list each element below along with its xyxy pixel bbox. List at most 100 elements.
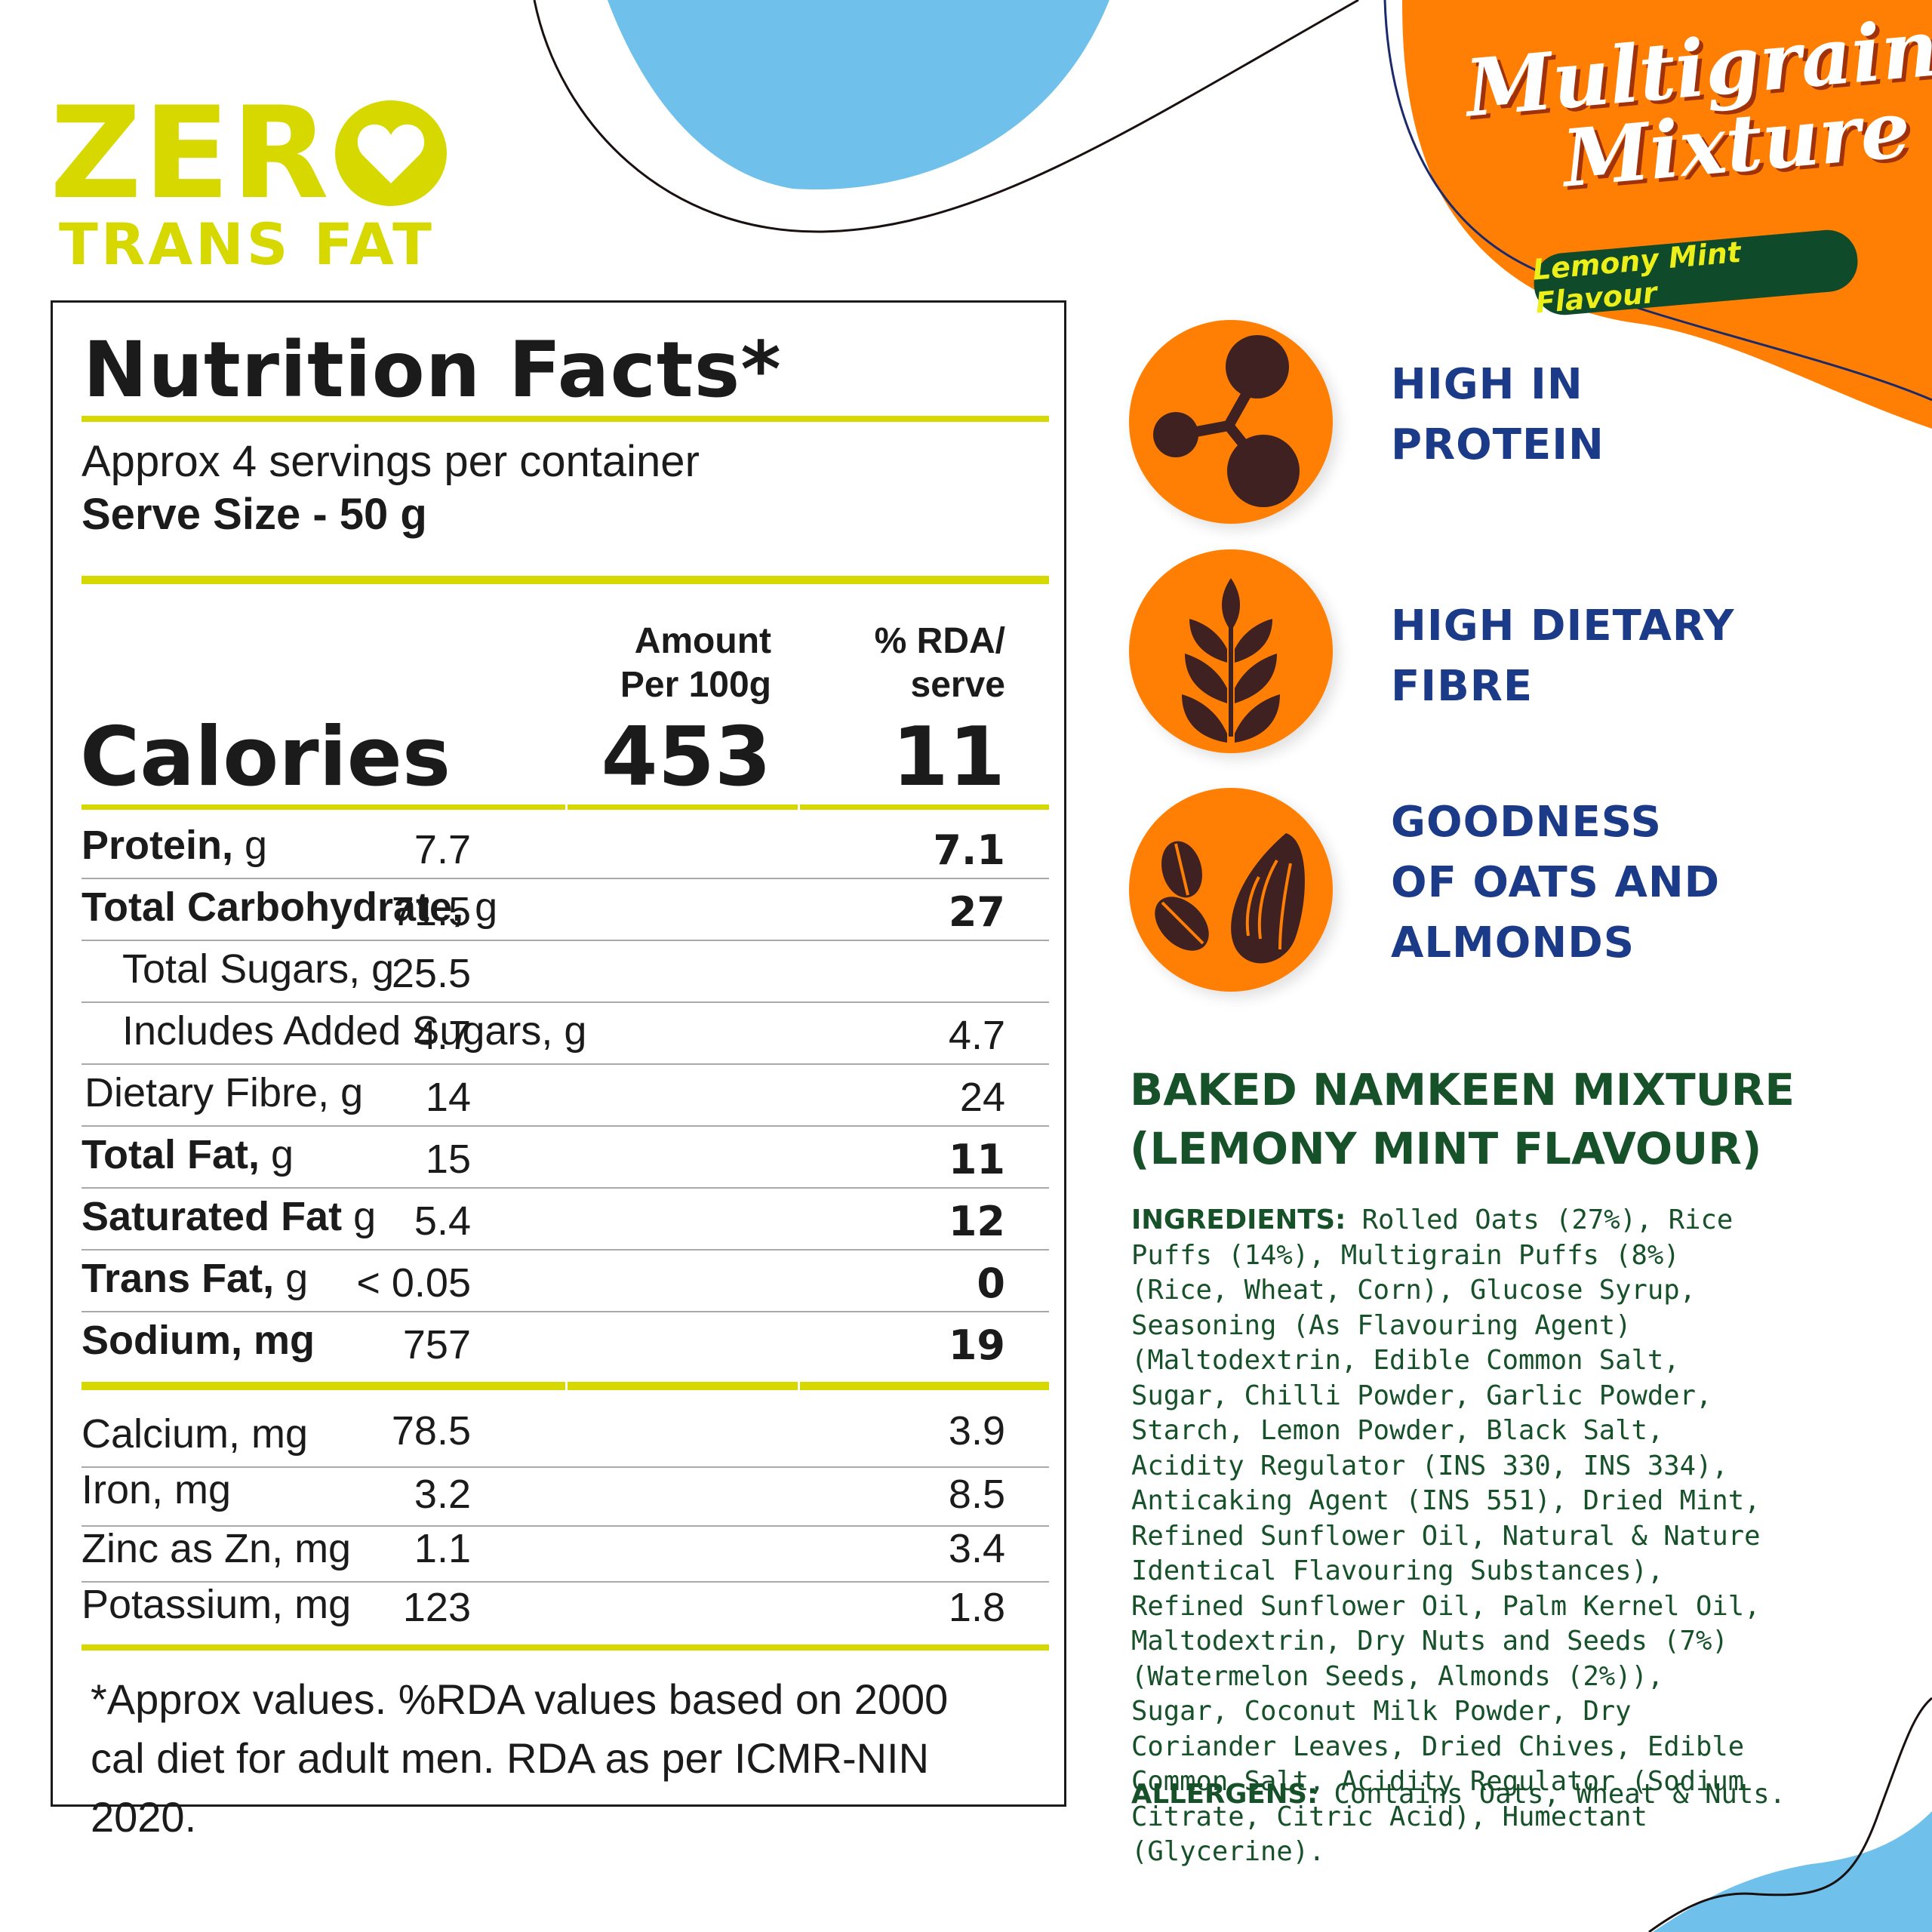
- nutrient-rda: 27: [948, 888, 1005, 936]
- row-divider: [82, 1249, 1049, 1251]
- claim-high-protein: HIGH IN PROTEIN: [1391, 355, 1604, 475]
- column-header-amount: Amount Per 100g: [620, 620, 771, 707]
- heart-icon: [334, 100, 447, 206]
- nutrient-label: Trans Fat, g: [82, 1255, 308, 1302]
- claim-line2: FIBRE: [1391, 662, 1534, 711]
- nutrient-rda: 24: [959, 1075, 1005, 1120]
- divider-calories-1: [82, 804, 565, 810]
- divider-minerals-2: [568, 1382, 798, 1390]
- nutrient-amount: 7.7: [414, 827, 471, 872]
- nutrient-amount: 5.4: [414, 1198, 471, 1244]
- footnote-line1: *Approx values. %RDA values based on 200…: [91, 1675, 949, 1723]
- nutrient-rda: 12: [948, 1198, 1005, 1245]
- mineral-row-iron: Iron, mg 3.2 8.5: [53, 1466, 1064, 1528]
- mineral-row-calcium: Calcium, mg 78.5 3.9: [53, 1404, 1064, 1466]
- mineral-label: Calcium, mg: [82, 1411, 309, 1457]
- ingredients-list: INGREDIENTS: Rolled Oats (27%), Rice Puf…: [1131, 1203, 1773, 1870]
- product-name-line1: BAKED NAMKEEN MIXTURE: [1130, 1064, 1795, 1115]
- mineral-rda: 1.8: [948, 1585, 1005, 1630]
- nutrient-label-bold: Trans Fat,: [82, 1256, 275, 1301]
- claim-line1: HIGH IN: [1391, 360, 1583, 409]
- orange-corner: [1402, 0, 1932, 429]
- nutrient-amount: < 0.05: [356, 1260, 471, 1306]
- nutrient-label: Dietary Fibre, g: [85, 1070, 364, 1115]
- ingredients-label: INGREDIENTS:: [1131, 1204, 1346, 1235]
- divider-calories-2: [568, 804, 798, 810]
- claim-line2: PROTEIN: [1391, 420, 1604, 469]
- nutrient-row-added-sugars: Includes Added Sugars, g 4.7 4.7: [53, 1001, 1064, 1063]
- row-divider: [82, 878, 1049, 879]
- product-name-line2: (LEMONY MINT FLAVOUR): [1130, 1123, 1762, 1174]
- claim-line2: OF OATS AND: [1391, 858, 1721, 907]
- nutrient-rda: 4.7: [948, 1013, 1005, 1058]
- nutrient-row-trans-fat: Trans Fat, g < 0.05 0: [53, 1249, 1064, 1311]
- brand-title: Multigrain Mixture: [1462, 1, 1932, 206]
- nutrient-rda: 19: [948, 1321, 1005, 1369]
- row-divider: [82, 1187, 1049, 1189]
- nutrient-label: Saturated Fat g: [82, 1193, 376, 1240]
- mineral-amount: 3.2: [414, 1472, 471, 1517]
- row-divider: [82, 1001, 1049, 1003]
- wheat-icon: [1129, 549, 1333, 753]
- mineral-label: Potassium, mg: [82, 1582, 352, 1627]
- mineral-row-potassium: Potassium, mg 123 1.8: [53, 1581, 1064, 1643]
- nutrient-label-bold: Total Carbohydrate,: [82, 884, 464, 930]
- mineral-rda: 3.9: [948, 1408, 1005, 1454]
- column-header-amount-line2: Per 100g: [620, 665, 771, 705]
- claim-line1: GOODNESS: [1391, 798, 1662, 847]
- nutrient-label-unit: g: [233, 823, 268, 868]
- nutrient-label: Protein, g: [82, 822, 267, 869]
- nutrient-label: Includes Added Sugars, g: [122, 1008, 587, 1054]
- mineral-row-zinc: Zinc as Zn, mg 1.1 3.4: [53, 1525, 1064, 1587]
- nutrient-row-total-carbohydrate: Total Carbohydrate, g 71.5 27: [53, 878, 1064, 940]
- mineral-rda: 3.4: [948, 1526, 1005, 1571]
- row-divider: [82, 1525, 1049, 1527]
- nutrient-label-bold: Total Fat,: [82, 1132, 260, 1177]
- nutrition-facts-panel: Nutrition Facts* Approx 4 servings per c…: [51, 300, 1066, 1841]
- servings-info: Approx 4 servings per container Serve Si…: [82, 435, 700, 541]
- divider-calories-3: [800, 804, 1049, 810]
- nutrient-label-unit: g: [260, 1132, 294, 1177]
- divider-footnote: [82, 1644, 1049, 1651]
- serve-size: Serve Size - 50 g: [82, 490, 427, 539]
- nutrient-amount: 15: [425, 1137, 471, 1182]
- zero-trans-fat-badge: ZER TRANS FAT: [50, 79, 447, 275]
- nutrient-row-dietary-fibre: Dietary Fibre, g 14 24: [53, 1063, 1064, 1125]
- mineral-amount: 1.1: [414, 1526, 471, 1571]
- product-name: BAKED NAMKEEN MIXTURE (LEMONY MINT FLAVO…: [1130, 1060, 1795, 1178]
- nutrient-row-sodium: Sodium, mg 757 19: [53, 1311, 1064, 1373]
- nutrient-rda: 11: [948, 1136, 1005, 1183]
- nutrient-rda: 7.1: [933, 826, 1005, 874]
- mineral-amount: 123: [402, 1585, 471, 1630]
- mineral-amount: 78.5: [391, 1408, 471, 1454]
- row-divider: [82, 1581, 1049, 1583]
- nutrient-row-protein: Protein, g 7.7 7.1: [53, 816, 1064, 878]
- nutrient-amount: 4.7: [414, 1013, 471, 1058]
- zero-text: ZER: [50, 79, 331, 227]
- allergens-text: Contains Oats, Wheat & Nuts.: [1318, 1779, 1786, 1810]
- zero-word: ZER: [50, 79, 447, 227]
- column-header-amount-line1: Amount: [634, 621, 771, 661]
- nutrient-amount: 14: [425, 1075, 471, 1120]
- nutrient-amount: 71.5: [391, 889, 471, 934]
- row-divider: [82, 940, 1049, 941]
- divider-minerals-3: [800, 1382, 1049, 1390]
- calories-amount: 453: [601, 710, 771, 804]
- claim-oats-almonds: GOODNESS OF OATS AND ALMONDS: [1391, 792, 1720, 974]
- nutrient-label: Sodium, mg: [82, 1317, 315, 1364]
- nutrient-label-unit: g: [463, 884, 498, 930]
- nutrient-label: Total Sugars, g: [122, 946, 395, 992]
- column-header-rda-line2: serve: [910, 665, 1005, 705]
- nutrition-title: Nutrition Facts*: [83, 325, 782, 415]
- nutrient-label-bold: Sodium, mg: [82, 1318, 315, 1363]
- nutrient-label-bold: Protein,: [82, 823, 234, 868]
- row-divider: [82, 1125, 1049, 1127]
- servings-per-container: Approx 4 servings per container: [82, 437, 700, 486]
- oats-almond-icon: [1129, 788, 1333, 992]
- claim-line1: HIGH DIETARY: [1391, 601, 1735, 651]
- claim-line3: ALMONDS: [1391, 918, 1635, 968]
- row-divider: [82, 1311, 1049, 1312]
- nutrient-label-unit: g: [342, 1194, 377, 1239]
- ingredients-text: Rolled Oats (27%), Rice Puffs (14%), Mul…: [1131, 1204, 1761, 1867]
